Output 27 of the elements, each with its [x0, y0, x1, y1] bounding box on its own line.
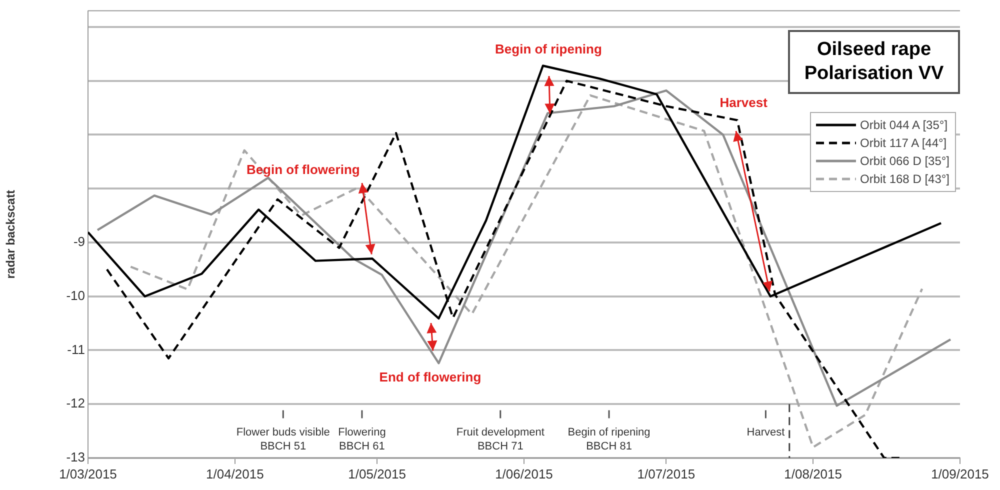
annotation: Begin of ripening BBCH 81	[568, 426, 650, 452]
y-tick-label: -13	[66, 450, 85, 465]
annotation: Flowering BBCH 61	[338, 426, 386, 452]
annotation: Begin of ripening	[495, 42, 602, 57]
annotation: Fruit development BBCH 71	[456, 426, 544, 452]
x-tick-label: 1/06/2015	[495, 466, 553, 482]
text: Oilseed rape Polarisation VV	[788, 30, 960, 94]
legend-label: Orbit 066 D [35°]	[860, 154, 950, 168]
annotation: Begin of flowering	[246, 162, 360, 178]
x-tick-label: 1/09/2015	[931, 466, 989, 482]
legend-label: Orbit 117 A [44°]	[860, 136, 947, 150]
annotation: Harvest	[746, 426, 785, 438]
annotation: Flower buds visible BBCH 51	[236, 426, 330, 452]
legend-label: Orbit 044 A [35°]	[860, 118, 948, 132]
legend-label: Orbit 168 D [43°]	[860, 172, 950, 186]
x-tick-label: 1/05/2015	[348, 466, 406, 482]
annotation: End of flowering	[379, 369, 482, 384]
y-tick-label: -11	[67, 342, 85, 357]
x-tick-label: 1/08/2015	[784, 466, 842, 482]
y-axis-title: radar backscatt	[4, 190, 18, 279]
x-tick-label: 1/03/2015	[59, 466, 117, 482]
y-tick-label: -10	[66, 288, 85, 303]
x-tick-label: 1/04/2015	[206, 466, 264, 482]
annotation: Harvest	[720, 95, 768, 110]
y-tick-label: -12	[66, 396, 85, 411]
x-tick-label: 1/07/2015	[637, 466, 696, 482]
y-tick-label: -9	[73, 234, 85, 250]
